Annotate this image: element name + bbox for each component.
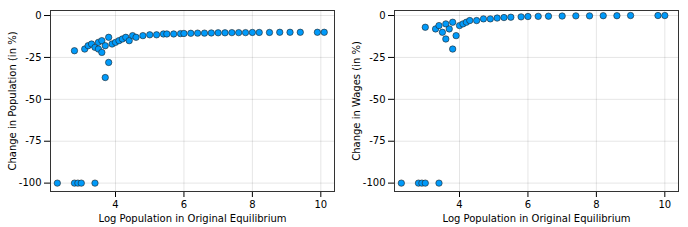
svg-text:Change in Population (in %): Change in Population (in %): [7, 31, 18, 170]
svg-text:0: 0: [35, 10, 41, 21]
svg-text:-50: -50: [25, 94, 41, 105]
svg-text:-25: -25: [25, 52, 41, 63]
svg-text:4: 4: [112, 199, 118, 210]
svg-text:10: 10: [314, 199, 327, 210]
svg-text:4: 4: [456, 199, 462, 210]
svg-text:-50: -50: [369, 94, 385, 105]
svg-text:Change in Wages (in %): Change in Wages (in %): [351, 41, 362, 161]
svg-text:6: 6: [525, 199, 531, 210]
svg-text:Log Population in Original Equ: Log Population in Original Equilibrium: [98, 213, 286, 224]
svg-text:6: 6: [181, 199, 187, 210]
svg-text:8: 8: [593, 199, 599, 210]
svg-text:0: 0: [379, 10, 385, 21]
svg-text:-25: -25: [369, 52, 385, 63]
svg-text:-75: -75: [369, 135, 385, 146]
svg-text:10: 10: [658, 199, 671, 210]
svg-text:8: 8: [249, 199, 255, 210]
svg-text:-100: -100: [19, 177, 42, 188]
svg-text:-100: -100: [363, 177, 386, 188]
svg-text:-75: -75: [25, 135, 41, 146]
svg-text:Log Population in Original Equ: Log Population in Original Equilibrium: [442, 213, 630, 224]
